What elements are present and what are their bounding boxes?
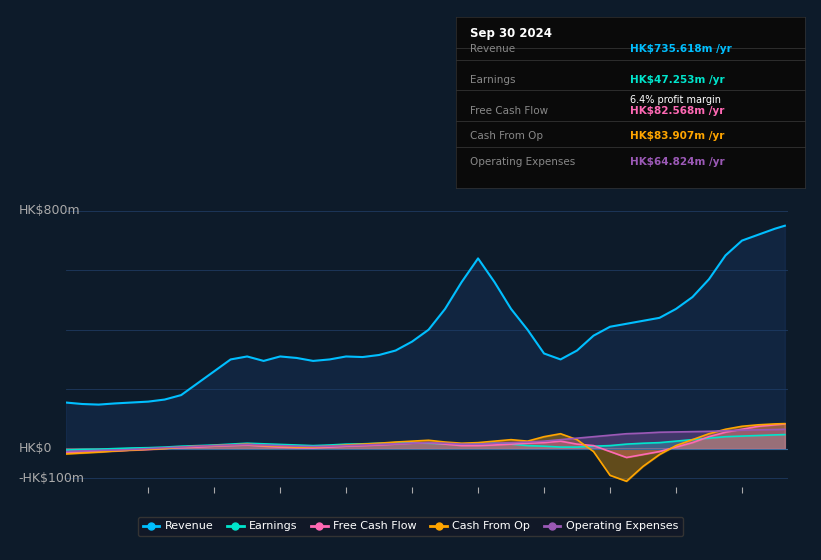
Text: 6.4% profit margin: 6.4% profit margin	[631, 95, 721, 105]
Text: Free Cash Flow: Free Cash Flow	[470, 106, 548, 115]
Text: Sep 30 2024: Sep 30 2024	[470, 27, 552, 40]
Text: Operating Expenses: Operating Expenses	[470, 157, 575, 167]
Text: HK$83.907m /yr: HK$83.907m /yr	[631, 131, 724, 141]
Text: Revenue: Revenue	[470, 44, 515, 54]
Text: HK$0: HK$0	[19, 442, 53, 455]
Text: HK$47.253m /yr: HK$47.253m /yr	[631, 75, 725, 85]
Text: HK$800m: HK$800m	[19, 204, 80, 217]
Text: Cash From Op: Cash From Op	[470, 131, 543, 141]
Legend: Revenue, Earnings, Free Cash Flow, Cash From Op, Operating Expenses: Revenue, Earnings, Free Cash Flow, Cash …	[138, 517, 683, 536]
Text: HK$64.824m /yr: HK$64.824m /yr	[631, 157, 725, 167]
Text: HK$735.618m /yr: HK$735.618m /yr	[631, 44, 732, 54]
Text: Earnings: Earnings	[470, 75, 515, 85]
Text: -HK$100m: -HK$100m	[19, 472, 85, 485]
Text: HK$82.568m /yr: HK$82.568m /yr	[631, 106, 724, 115]
